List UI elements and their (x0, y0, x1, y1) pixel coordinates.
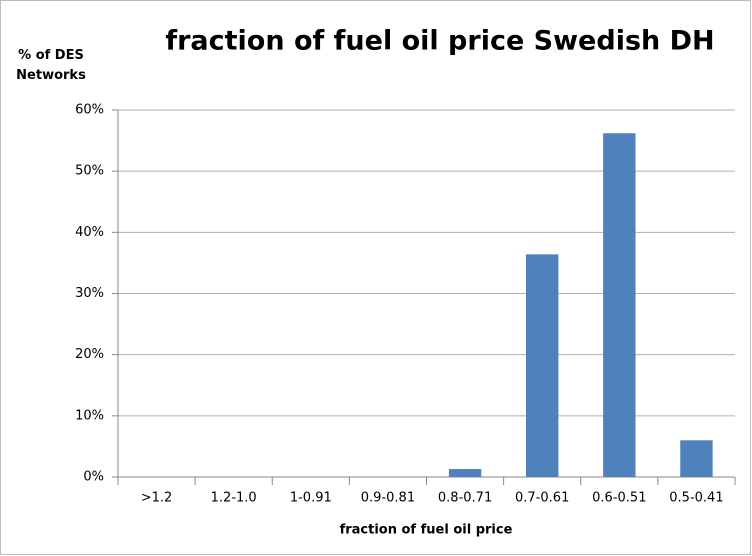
y-tick-label: 30% (75, 286, 104, 301)
x-tick-label: 0.9-0.81 (361, 491, 415, 506)
x-tick-label: >1.2 (141, 491, 173, 506)
bar (525, 254, 559, 477)
x-tick-label: 0.8-0.71 (438, 491, 492, 506)
y-tick-label: 10% (75, 408, 104, 423)
x-tick-label: 0.7-0.61 (515, 491, 569, 506)
x-axis-title: fraction of fuel oil price (340, 523, 513, 538)
x-tick-label: 0.6-0.51 (592, 491, 646, 506)
y-tick-label: 0% (83, 470, 104, 485)
x-tick-label: 1.2-1.0 (211, 491, 257, 506)
chart-title: fraction of fuel oil price Swedish DH (165, 26, 714, 57)
x-tick-label: 0.5-0.41 (669, 491, 723, 506)
y-tick-label: 20% (75, 347, 104, 362)
y-tick-label: 50% (75, 164, 104, 179)
y-tick-label: 40% (75, 225, 104, 240)
x-tick-label: 1-0.91 (290, 491, 332, 506)
bar (680, 440, 713, 477)
bar (603, 133, 636, 477)
y-tick-label: 60% (75, 103, 104, 118)
y-axis-title: % of DES Networks (16, 48, 86, 83)
bar (448, 469, 482, 477)
